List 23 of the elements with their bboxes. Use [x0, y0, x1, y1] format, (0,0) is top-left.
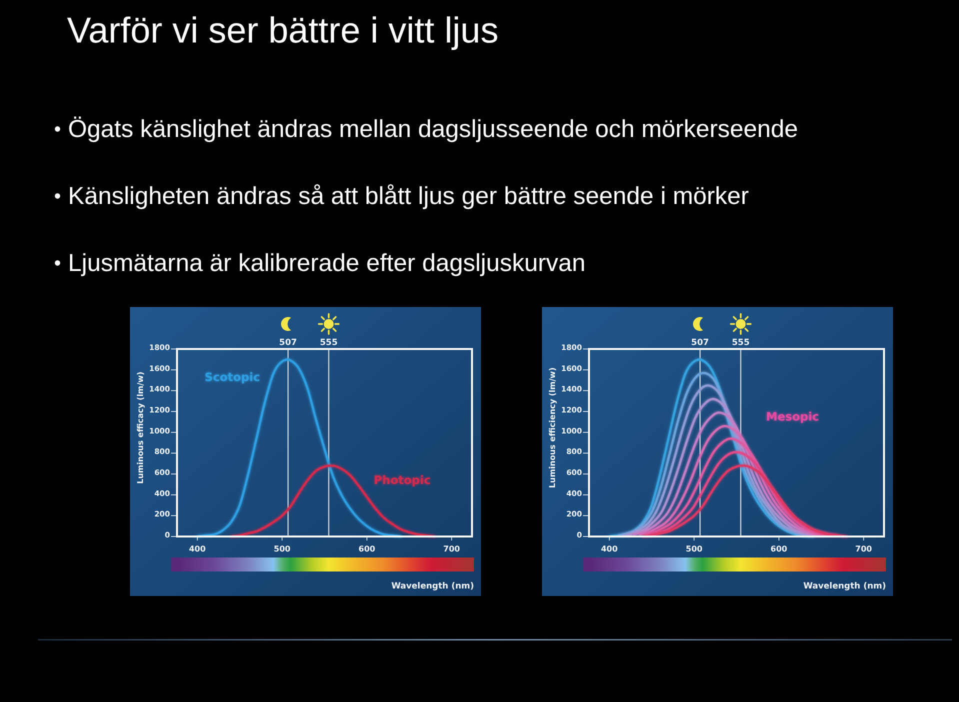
- x-tick-label: 700: [855, 544, 872, 554]
- text: Känsligheten ändras så att blått ljus ger bättre seende i mörker: [68, 183, 749, 210]
- annotation: Mesopic: [766, 409, 820, 424]
- y-axis-title: Luminous efficacy (lm/w): [136, 372, 145, 484]
- x-tick-label: 400: [600, 544, 618, 554]
- ref-line-label: 507: [279, 338, 297, 348]
- x-axis-title: Wavelength (nm): [391, 582, 474, 592]
- x-tick-label: 400: [188, 544, 206, 554]
- series-label: Scotopic: [204, 370, 260, 384]
- x-tick-label: 600: [770, 544, 788, 554]
- x-tick-label: 600: [358, 544, 376, 554]
- text: Ögats känslighet ändras mellan dagsljusseende och mörkerseende: [68, 116, 798, 143]
- ref-line-label: 555: [732, 338, 750, 348]
- ref-line-label: 507: [691, 338, 709, 348]
- x-tick-label: 700: [443, 544, 460, 554]
- y-axis-title: Luminous efficiency (lm/w): [548, 367, 557, 488]
- x-tick-label: 500: [274, 544, 291, 554]
- x-tick-label: 500: [686, 544, 703, 554]
- x-axis-title: Wavelength (nm): [803, 582, 886, 592]
- series-label: Photopic: [374, 472, 431, 487]
- text: Ljusmätarna är kalibrerade efter dagsljuskurvan: [68, 250, 586, 277]
- ref-line-label: 555: [320, 338, 338, 348]
- text: Varför vi ser bättre i vitt ljus: [67, 10, 498, 50]
